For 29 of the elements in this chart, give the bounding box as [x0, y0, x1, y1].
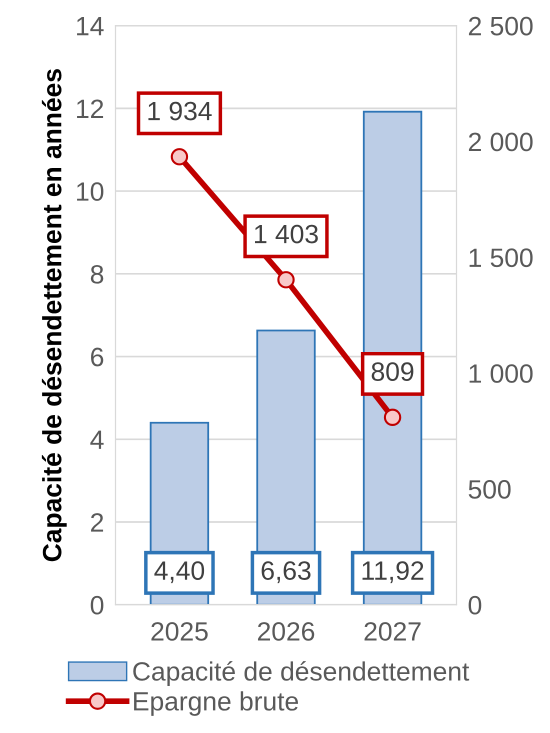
y2-tick-label: 1 000 [470, 364, 533, 383]
y2-tick-label: 0 [468, 596, 482, 615]
data-label: 809 [372, 362, 414, 381]
y-tick-label: 0 [90, 596, 104, 615]
data-label: 1 934 [148, 102, 212, 120]
y-axis-title: Capacité de désendettement en années [42, 69, 67, 562]
y-tick-label: 10 [77, 182, 104, 201]
y-tick-label: 2 [91, 513, 104, 532]
legend-label: Epargne brute [134, 691, 298, 716]
y2-tick-label: 1 500 [470, 248, 533, 268]
data-label: 11,92 [362, 561, 424, 584]
point [277, 271, 295, 288]
point [170, 148, 188, 166]
legend-label: Capacité de désendettement [133, 661, 470, 686]
y-tick-label: 6 [91, 348, 104, 366]
y-tick-label: 8 [90, 264, 104, 284]
point [384, 408, 402, 426]
x-tick-label: 2026 [258, 622, 314, 641]
y2-tick-label: 500 [468, 480, 511, 499]
x-tick-label: 2025 [151, 622, 208, 641]
x-tick-label: 2027 [364, 622, 421, 641]
y-tick-label: 14 [77, 17, 104, 36]
y2-tick-label: 2 500 [468, 16, 533, 36]
data-label: 4,40 [154, 561, 204, 584]
y2-tick-label: 2 000 [468, 132, 533, 152]
y-tick-label: 12 [77, 100, 104, 118]
y-tick-label: 4 [90, 430, 104, 449]
data-label: 1 403 [254, 224, 318, 244]
data-label: 6,63 [262, 561, 311, 584]
